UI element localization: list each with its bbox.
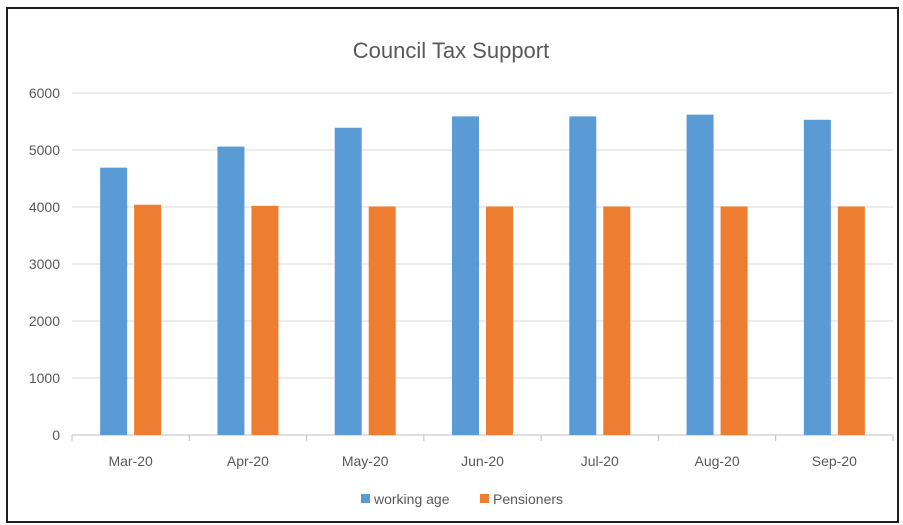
- legend-label: working age: [373, 491, 450, 507]
- bar-pensioners: [720, 206, 748, 435]
- bar-pensioners: [251, 205, 279, 435]
- x-tick-label: May-20: [342, 453, 389, 469]
- y-tick-label: 3000: [29, 256, 60, 272]
- bars: [100, 114, 865, 436]
- chart-title: Council Tax Support: [353, 38, 550, 63]
- x-tick-label: Jul-20: [581, 453, 619, 469]
- bar-working-age: [569, 116, 597, 436]
- x-axis: Mar-20 Apr-20 May-20 Jun-20 Jul-20 Aug-20 Sep-…: [71, 434, 894, 469]
- y-axis-ticks: 0 1000 2000 3000 4000 5000 6000: [29, 85, 60, 443]
- bar-working-age: [686, 114, 714, 435]
- gridlines: [72, 92, 893, 379]
- x-tick-label: Sep-20: [812, 453, 857, 469]
- bar-working-age: [334, 127, 362, 436]
- x-tick-label: Apr-20: [227, 453, 269, 469]
- bar-pensioners: [837, 206, 865, 435]
- y-tick-label: 2000: [29, 313, 60, 329]
- legend: working age Pensioners: [361, 491, 563, 507]
- bar-pensioners: [134, 204, 162, 435]
- bar-working-age: [803, 119, 831, 435]
- y-tick-label: 5000: [29, 142, 60, 158]
- bar-pensioners: [368, 206, 396, 435]
- bar-working-age: [452, 116, 479, 436]
- y-tick-label: 1000: [29, 370, 60, 386]
- legend-label: Pensioners: [493, 491, 563, 507]
- y-tick-label: 0: [52, 427, 60, 443]
- x-tick-label: Mar-20: [108, 453, 153, 469]
- bar-working-age: [100, 167, 128, 436]
- bar-pensioners: [486, 206, 513, 435]
- bar-pensioners: [603, 206, 631, 435]
- y-tick-label: 4000: [29, 199, 60, 215]
- bar-working-age: [217, 146, 245, 435]
- x-tick-label: Aug-20: [694, 453, 739, 469]
- x-tick-label: Jun-20: [461, 453, 504, 469]
- legend-swatch: [480, 494, 489, 503]
- y-tick-label: 6000: [29, 85, 60, 101]
- legend-swatch: [361, 494, 370, 503]
